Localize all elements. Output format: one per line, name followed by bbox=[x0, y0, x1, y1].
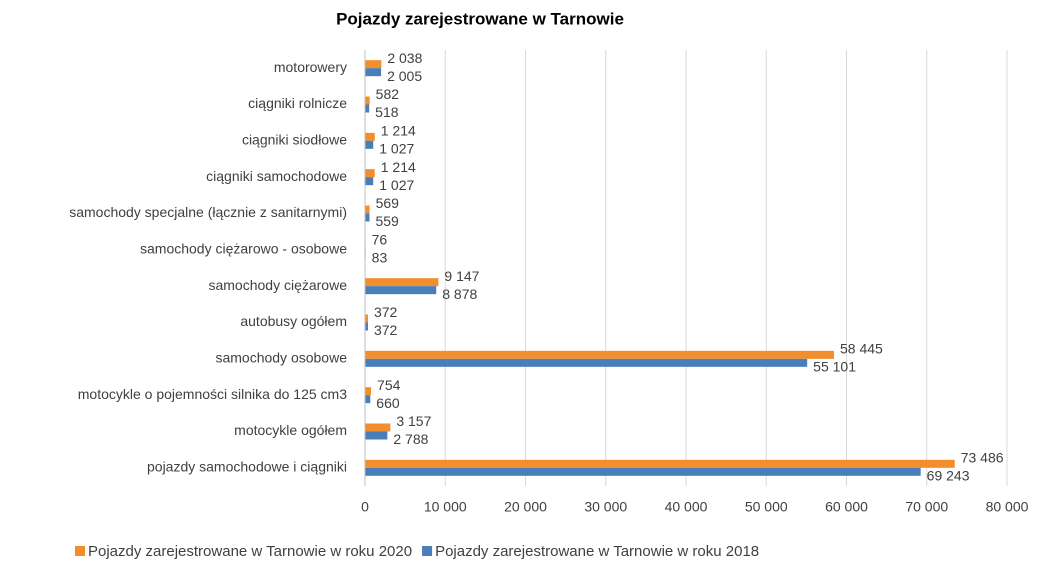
value-label: 1 027 bbox=[379, 141, 414, 157]
value-label: 518 bbox=[375, 104, 399, 120]
y-tick-label: motocykle ogółem bbox=[234, 422, 347, 438]
y-tick-label: samochody osobowe bbox=[215, 350, 347, 366]
bar bbox=[365, 314, 368, 323]
bar bbox=[365, 431, 388, 440]
bar bbox=[365, 358, 808, 367]
bar bbox=[365, 350, 835, 359]
bar bbox=[365, 387, 372, 396]
value-label: 2 038 bbox=[387, 50, 422, 66]
x-tick-label: 10 000 bbox=[424, 499, 467, 515]
value-label: 69 243 bbox=[927, 468, 970, 484]
value-label: 372 bbox=[374, 322, 398, 338]
y-tick-label: ciągniki samochodowe bbox=[206, 168, 347, 184]
bar bbox=[365, 140, 374, 149]
y-tick-label: samochody ciężarowo - osobowe bbox=[140, 241, 347, 257]
value-label: 660 bbox=[376, 395, 400, 411]
x-tick-label: 60 000 bbox=[825, 499, 868, 515]
bar bbox=[365, 286, 437, 295]
bar bbox=[365, 322, 368, 331]
y-tick-label: samochody specjalne (łącznie z sanitarny… bbox=[69, 204, 347, 220]
bar bbox=[365, 177, 374, 186]
value-label: 372 bbox=[374, 304, 398, 320]
value-label: 754 bbox=[377, 377, 401, 393]
x-tick-label: 30 000 bbox=[584, 499, 627, 515]
value-label: 83 bbox=[372, 250, 388, 266]
value-label: 8 878 bbox=[442, 286, 477, 302]
bar bbox=[365, 132, 375, 141]
legend-swatch bbox=[75, 546, 85, 556]
bar bbox=[365, 96, 370, 105]
bar bbox=[365, 60, 382, 69]
value-label: 58 445 bbox=[840, 341, 883, 357]
legend-swatch bbox=[422, 546, 433, 556]
bar bbox=[365, 278, 439, 287]
value-label: 9 147 bbox=[444, 268, 479, 284]
value-label: 1 027 bbox=[379, 177, 414, 193]
x-tick-label: 80 000 bbox=[986, 499, 1029, 515]
bar bbox=[365, 205, 370, 214]
bar bbox=[365, 467, 921, 476]
bar bbox=[365, 213, 370, 222]
value-label: 569 bbox=[376, 195, 400, 211]
bar bbox=[365, 68, 382, 77]
y-tick-label: motorowery bbox=[274, 59, 347, 75]
value-label: 3 157 bbox=[396, 413, 431, 429]
bar bbox=[365, 169, 375, 178]
value-label: 559 bbox=[375, 213, 399, 229]
value-label: 2 788 bbox=[393, 431, 428, 447]
y-tick-label: autobusy ogółem bbox=[240, 313, 347, 329]
value-label: 2 005 bbox=[387, 68, 422, 84]
legend-label: Pojazdy zarejestrowane w Tarnowie w roku… bbox=[88, 543, 412, 560]
x-tick-label: 20 000 bbox=[504, 499, 547, 515]
value-label: 582 bbox=[376, 86, 400, 102]
x-tick-label: 50 000 bbox=[745, 499, 788, 515]
value-label: 76 bbox=[372, 232, 388, 248]
y-tick-label: samochody ciężarowe bbox=[208, 277, 347, 293]
x-tick-label: 70 000 bbox=[905, 499, 948, 515]
chart-title: Pojazdy zarejestrowane w Tarnowie bbox=[336, 9, 624, 28]
bar bbox=[365, 459, 955, 468]
value-label: 1 214 bbox=[381, 159, 416, 175]
y-tick-label: ciągniki siodłowe bbox=[242, 132, 347, 148]
y-tick-label: pojazdy samochodowe i ciągniki bbox=[147, 459, 347, 475]
y-tick-label: ciągniki rolnicze bbox=[248, 95, 347, 111]
bar bbox=[365, 395, 371, 404]
x-tick-label: 40 000 bbox=[665, 499, 708, 515]
value-label: 55 101 bbox=[813, 359, 856, 375]
y-tick-label: motocykle o pojemności silnika do 125 cm… bbox=[78, 386, 347, 402]
bar bbox=[365, 423, 391, 432]
value-label: 1 214 bbox=[381, 123, 416, 139]
legend-label: Pojazdy zarejestrowane w Tarnowie w roku… bbox=[435, 543, 759, 560]
value-label: 73 486 bbox=[961, 450, 1004, 466]
x-tick-label: 0 bbox=[361, 499, 369, 515]
bar bbox=[365, 104, 370, 113]
